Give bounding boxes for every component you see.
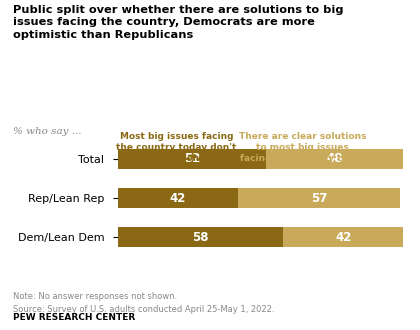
Text: % who say ...: % who say ...: [13, 127, 81, 136]
Text: 48: 48: [326, 152, 343, 165]
Text: PEW RESEARCH CENTER: PEW RESEARCH CENTER: [13, 313, 135, 322]
Text: Source: Survey of U.S. adults conducted April 25-May 1, 2022.: Source: Survey of U.S. adults conducted …: [13, 305, 274, 314]
Text: 42: 42: [335, 231, 352, 244]
Text: Most big issues facing
the country today don't
have clear solutions: Most big issues facing the country today…: [116, 132, 236, 163]
Text: 42: 42: [169, 191, 186, 205]
Bar: [118, 149, 266, 169]
Bar: [118, 188, 238, 208]
Text: 58: 58: [192, 231, 209, 244]
Bar: [118, 227, 283, 247]
Text: There are clear solutions
to most big issues
facing the country today: There are clear solutions to most big is…: [239, 132, 366, 163]
Text: Public split over whether there are solutions to big
issues facing the country, : Public split over whether there are solu…: [13, 5, 343, 40]
Bar: [266, 149, 403, 169]
Bar: [283, 227, 403, 247]
Text: 52: 52: [184, 152, 200, 165]
Text: Note: No answer responses not shown.: Note: No answer responses not shown.: [13, 292, 177, 301]
Text: 57: 57: [311, 191, 327, 205]
Bar: [238, 188, 400, 208]
